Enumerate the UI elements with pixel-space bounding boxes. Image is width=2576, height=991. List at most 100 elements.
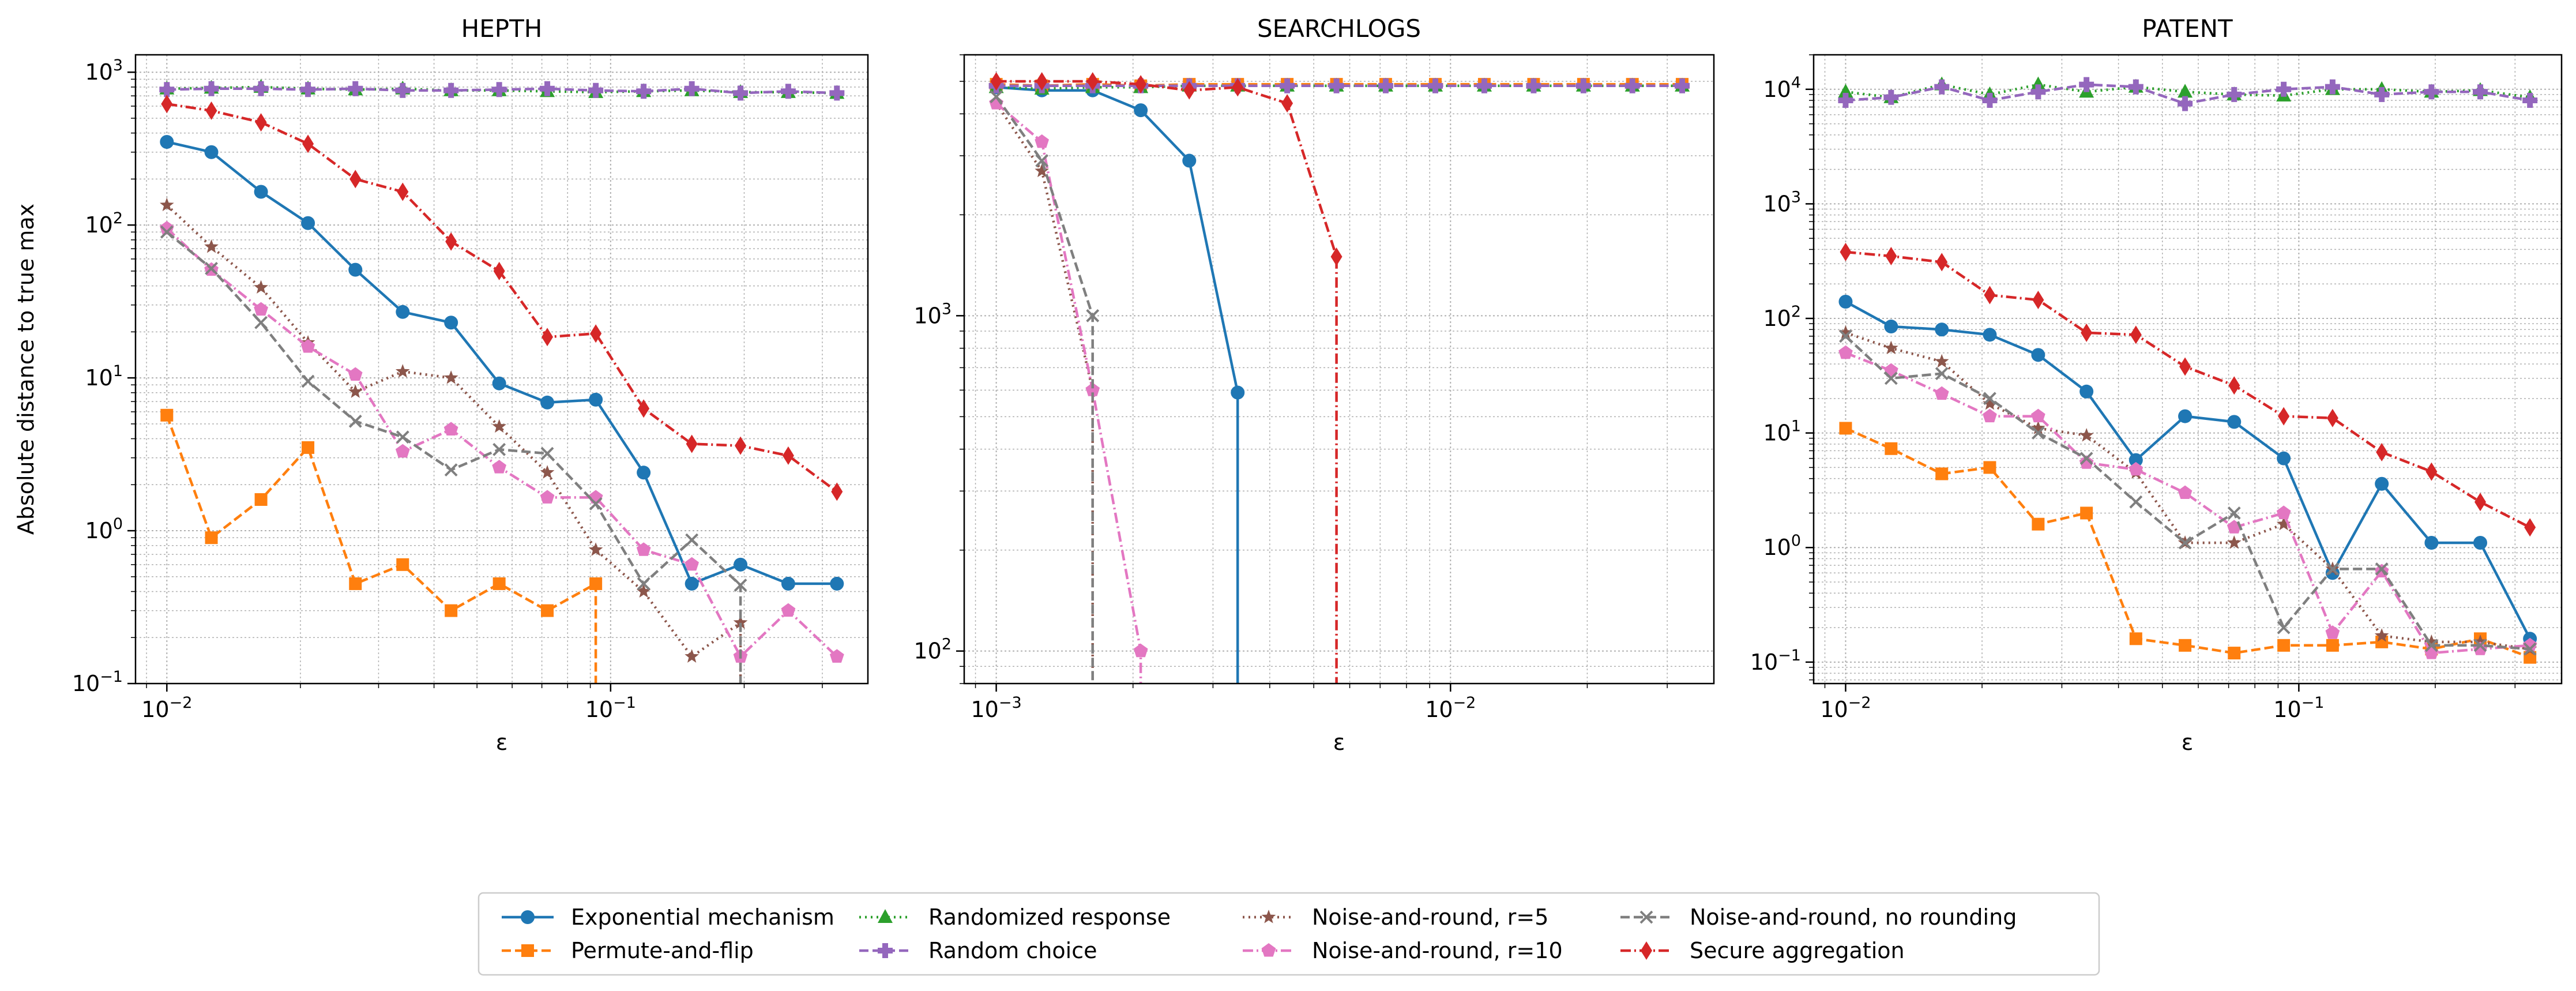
data-point: [2031, 421, 2045, 434]
data-point: [1884, 340, 1898, 355]
x-tick-label: 10−1: [2273, 694, 2324, 722]
data-point: [1934, 386, 1949, 400]
data-point: [1982, 93, 1998, 108]
data-point: [160, 197, 174, 212]
data-point: [1183, 81, 1195, 100]
x-tick-label: 10−1: [585, 694, 636, 722]
data-point: [205, 101, 217, 120]
data-point: [1983, 328, 1997, 342]
data-point: [685, 557, 699, 571]
data-point: [1281, 94, 1293, 113]
data-point: [2326, 562, 2340, 576]
data-point: [2424, 634, 2439, 648]
data-point: [255, 113, 267, 132]
data-point: [2376, 442, 2388, 461]
data-point: [2228, 647, 2241, 660]
data-point: [636, 542, 651, 556]
data-point: [444, 463, 458, 477]
data-point: [1839, 422, 1852, 435]
data-point: [2523, 642, 2537, 656]
data-point: [1934, 354, 1949, 368]
data-point: [589, 392, 603, 407]
legend-item-noise-and-round-no-rounding: Noise-and-round, no rounding: [1620, 904, 2017, 930]
data-point: [2374, 87, 2390, 102]
legend-item-randomized-response: Randomized response: [859, 904, 1171, 930]
data-point: [2079, 77, 2094, 92]
grid-hepth: [136, 55, 868, 684]
legend-label: Noise-and-round, r=10: [1312, 938, 1563, 963]
data-point: [541, 604, 554, 617]
line-noise-and-round-no-rounding: [995, 96, 1094, 684]
data-point: [444, 316, 458, 330]
data-point: [1232, 78, 1244, 97]
data-point: [1983, 392, 1996, 406]
data-point: [829, 85, 845, 101]
plot-frame-searchlogs: [963, 54, 1715, 685]
data-point: [493, 261, 505, 280]
data-point: [1839, 329, 1852, 343]
data-point: [1280, 78, 1295, 93]
x-tick-label: 10−3: [971, 694, 1022, 722]
y-tick-label: 102: [913, 636, 952, 664]
data-point: [1035, 134, 1049, 148]
data-point: [2227, 415, 2242, 429]
data-point: [396, 305, 410, 319]
x-axis-label-searchlogs: ε: [1333, 730, 1345, 755]
data-point: [1935, 467, 1949, 481]
plot-frame-patent: [1812, 54, 2563, 685]
data-point: [2424, 639, 2438, 652]
data-point: [160, 134, 174, 149]
y-tick-label: 102: [1763, 303, 1801, 331]
legend-label: Noise-and-round, r=5: [1312, 904, 1548, 930]
data-point: [348, 262, 363, 277]
data-point: [1838, 345, 1853, 359]
chart-title-searchlogs: SEARCHLOGS: [1257, 14, 1421, 43]
data-point: [492, 442, 506, 456]
legend: Exponential mechanism Permute-and-flip Ran…: [477, 892, 2100, 976]
data-point: [1575, 78, 1591, 93]
data-point: [2375, 476, 2389, 491]
data-point: [540, 465, 555, 479]
data-point: [2030, 84, 2046, 100]
data-point: [1133, 643, 1148, 658]
data-point: [2178, 409, 2193, 423]
data-point: [2128, 79, 2143, 95]
chart-panel-hepth: 10−2 10−1 10−1 100 101 102 103 HEPTH ε Absolut…: [13, 14, 869, 755]
data-point: [2473, 634, 2488, 648]
data-point: [830, 576, 844, 591]
data-point: [589, 497, 603, 510]
data-point: [781, 603, 796, 617]
data-point: [733, 85, 749, 101]
data-point: [1885, 442, 1898, 455]
data-point: [300, 339, 315, 353]
series-area-searchlogs: [988, 72, 1690, 684]
data-point: [540, 395, 555, 410]
data-point: [2326, 639, 2339, 652]
data-point: [2473, 536, 2487, 550]
data-point: [348, 384, 363, 398]
series-area-patent: [1838, 76, 2538, 664]
data-point: [348, 414, 362, 428]
series-noise-and-round-no-rounding: [1839, 329, 2537, 656]
data-point: [253, 81, 269, 96]
data-point: [1838, 294, 1853, 309]
data-point: [2178, 536, 2192, 550]
data-point: [1329, 78, 1344, 93]
line-noise-and-round-r-5: [1845, 331, 2530, 651]
data-point: [1135, 75, 1147, 94]
data-point: [1984, 286, 1996, 305]
data-point: [2178, 96, 2193, 111]
data-point: [589, 577, 603, 590]
y-tick-label: 102: [85, 209, 123, 238]
data-point: [2278, 407, 2290, 426]
data-point: [2276, 81, 2292, 97]
x-tick-label: 10−2: [141, 694, 192, 722]
data-point: [443, 370, 458, 384]
data-point: [2472, 84, 2488, 100]
data-point: [2424, 84, 2439, 100]
ticks-searchlogs: 10−3 10−2 102 103: [913, 54, 1668, 722]
y-tick-label: 103: [1763, 188, 1801, 216]
data-point: [684, 81, 700, 96]
data-point: [301, 374, 315, 388]
